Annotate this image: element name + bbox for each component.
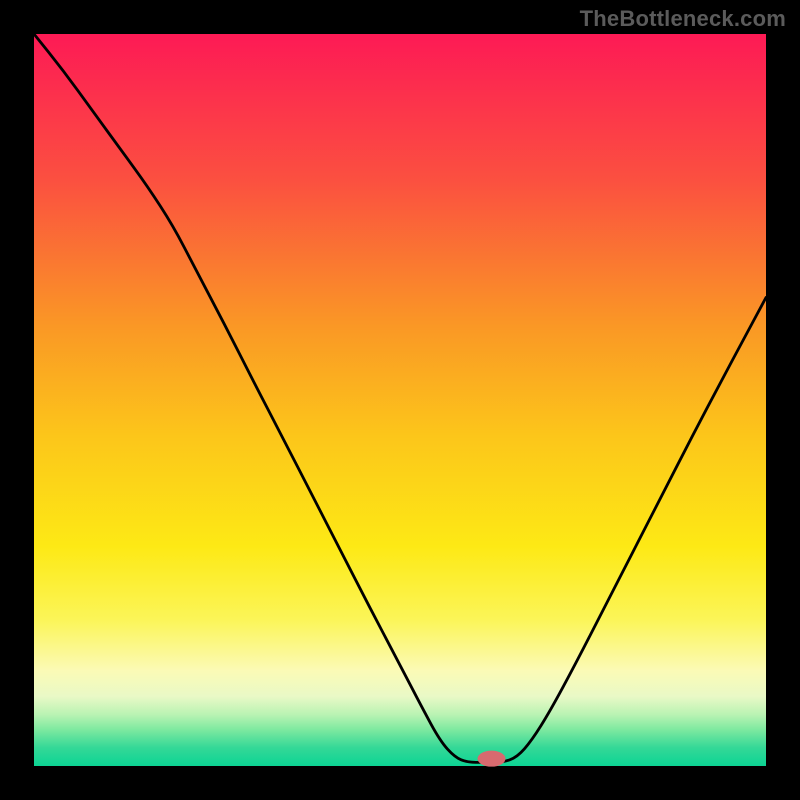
bottleneck-chart bbox=[0, 0, 800, 800]
chart-background bbox=[34, 34, 766, 766]
optimal-marker bbox=[478, 751, 506, 767]
watermark-text: TheBottleneck.com bbox=[580, 6, 786, 32]
chart-container: TheBottleneck.com bbox=[0, 0, 800, 800]
